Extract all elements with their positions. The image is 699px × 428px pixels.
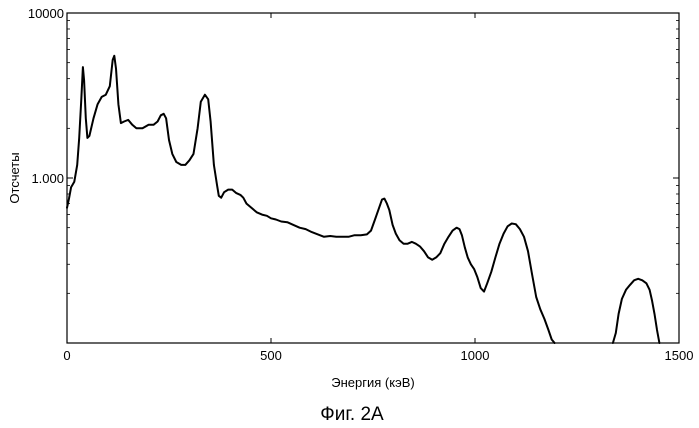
y-tick-label: 1.000 bbox=[31, 171, 64, 186]
x-tick-label: 1500 bbox=[665, 348, 694, 363]
series-layer bbox=[67, 56, 659, 343]
y-axis-label: Отсчеты bbox=[7, 152, 22, 203]
x-axis: 0 500 1000 1500 bbox=[63, 13, 693, 363]
x-tick-label: 1000 bbox=[461, 348, 490, 363]
x-tick-label: 0 bbox=[63, 348, 70, 363]
spectrum-line-2 bbox=[613, 279, 660, 343]
y-axis: 1.000 10000 bbox=[28, 6, 679, 293]
x-tick-label: 500 bbox=[260, 348, 282, 363]
plot-frame bbox=[67, 13, 679, 343]
x-axis-label: Энергия (кэВ) bbox=[331, 375, 414, 390]
spectrum-line-1 bbox=[67, 56, 555, 343]
y-tick-label: 10000 bbox=[28, 6, 64, 21]
figure-caption: Фиг. 2А bbox=[320, 404, 384, 425]
